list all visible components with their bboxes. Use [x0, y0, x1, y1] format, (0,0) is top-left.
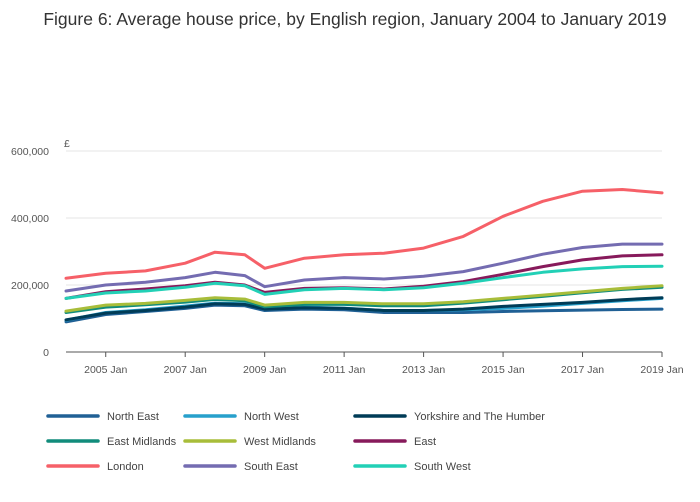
y-axis-tick-labels: 0 200,000 400,000 600,000 — [11, 146, 49, 359]
y-tick-label: 400,000 — [11, 213, 49, 225]
legend-label-london: London — [107, 461, 144, 473]
legend-label-west-midlands: West Midlands — [244, 436, 316, 448]
series-line-west-midlands — [64, 284, 664, 313]
y-tick-label: 600,000 — [11, 146, 49, 158]
chart-title: Figure 6: Average house price, by Englis… — [43, 9, 667, 29]
legend-label-north-west: North West — [244, 411, 299, 423]
x-tick-label: 2009 Jan — [243, 364, 286, 376]
x-tick-label: 2015 Jan — [481, 364, 524, 376]
legend-label-yorkshire-and-the-humber: Yorkshire and The Humber — [414, 411, 545, 423]
legend-label-east-midlands: East Midlands — [107, 436, 177, 448]
legend-label-south-east: South East — [244, 461, 298, 473]
x-tick-label: 2005 Jan — [84, 364, 127, 376]
legend: North East North West Yorkshire and The Hu… — [46, 411, 545, 473]
x-tick-label: 2019 Jan — [640, 364, 683, 376]
x-tick-label: 2007 Jan — [164, 364, 207, 376]
legend-label-east: East — [414, 436, 436, 448]
y-tick-label: 0 — [43, 347, 49, 359]
x-tick-label: 2017 Jan — [561, 364, 604, 376]
x-axis: 2005 Jan 2007 Jan 2009 Jan 2011 Jan 2013 Jan… — [66, 351, 684, 376]
legend-label-north-east: North East — [107, 411, 159, 423]
series-line-south-east — [64, 242, 664, 293]
series-line-south-west — [64, 264, 664, 300]
x-tick-label: 2013 Jan — [402, 364, 445, 376]
gridlines — [66, 150, 662, 286]
series-lines — [64, 188, 664, 324]
y-axis-unit-label: £ — [64, 138, 70, 150]
series-line-yorkshire-and-the-humber — [64, 296, 664, 322]
series-line-london — [64, 188, 664, 280]
y-tick-label: 200,000 — [11, 280, 49, 292]
x-tick-label: 2011 Jan — [323, 364, 366, 376]
legend-label-south-west: South West — [414, 461, 471, 473]
